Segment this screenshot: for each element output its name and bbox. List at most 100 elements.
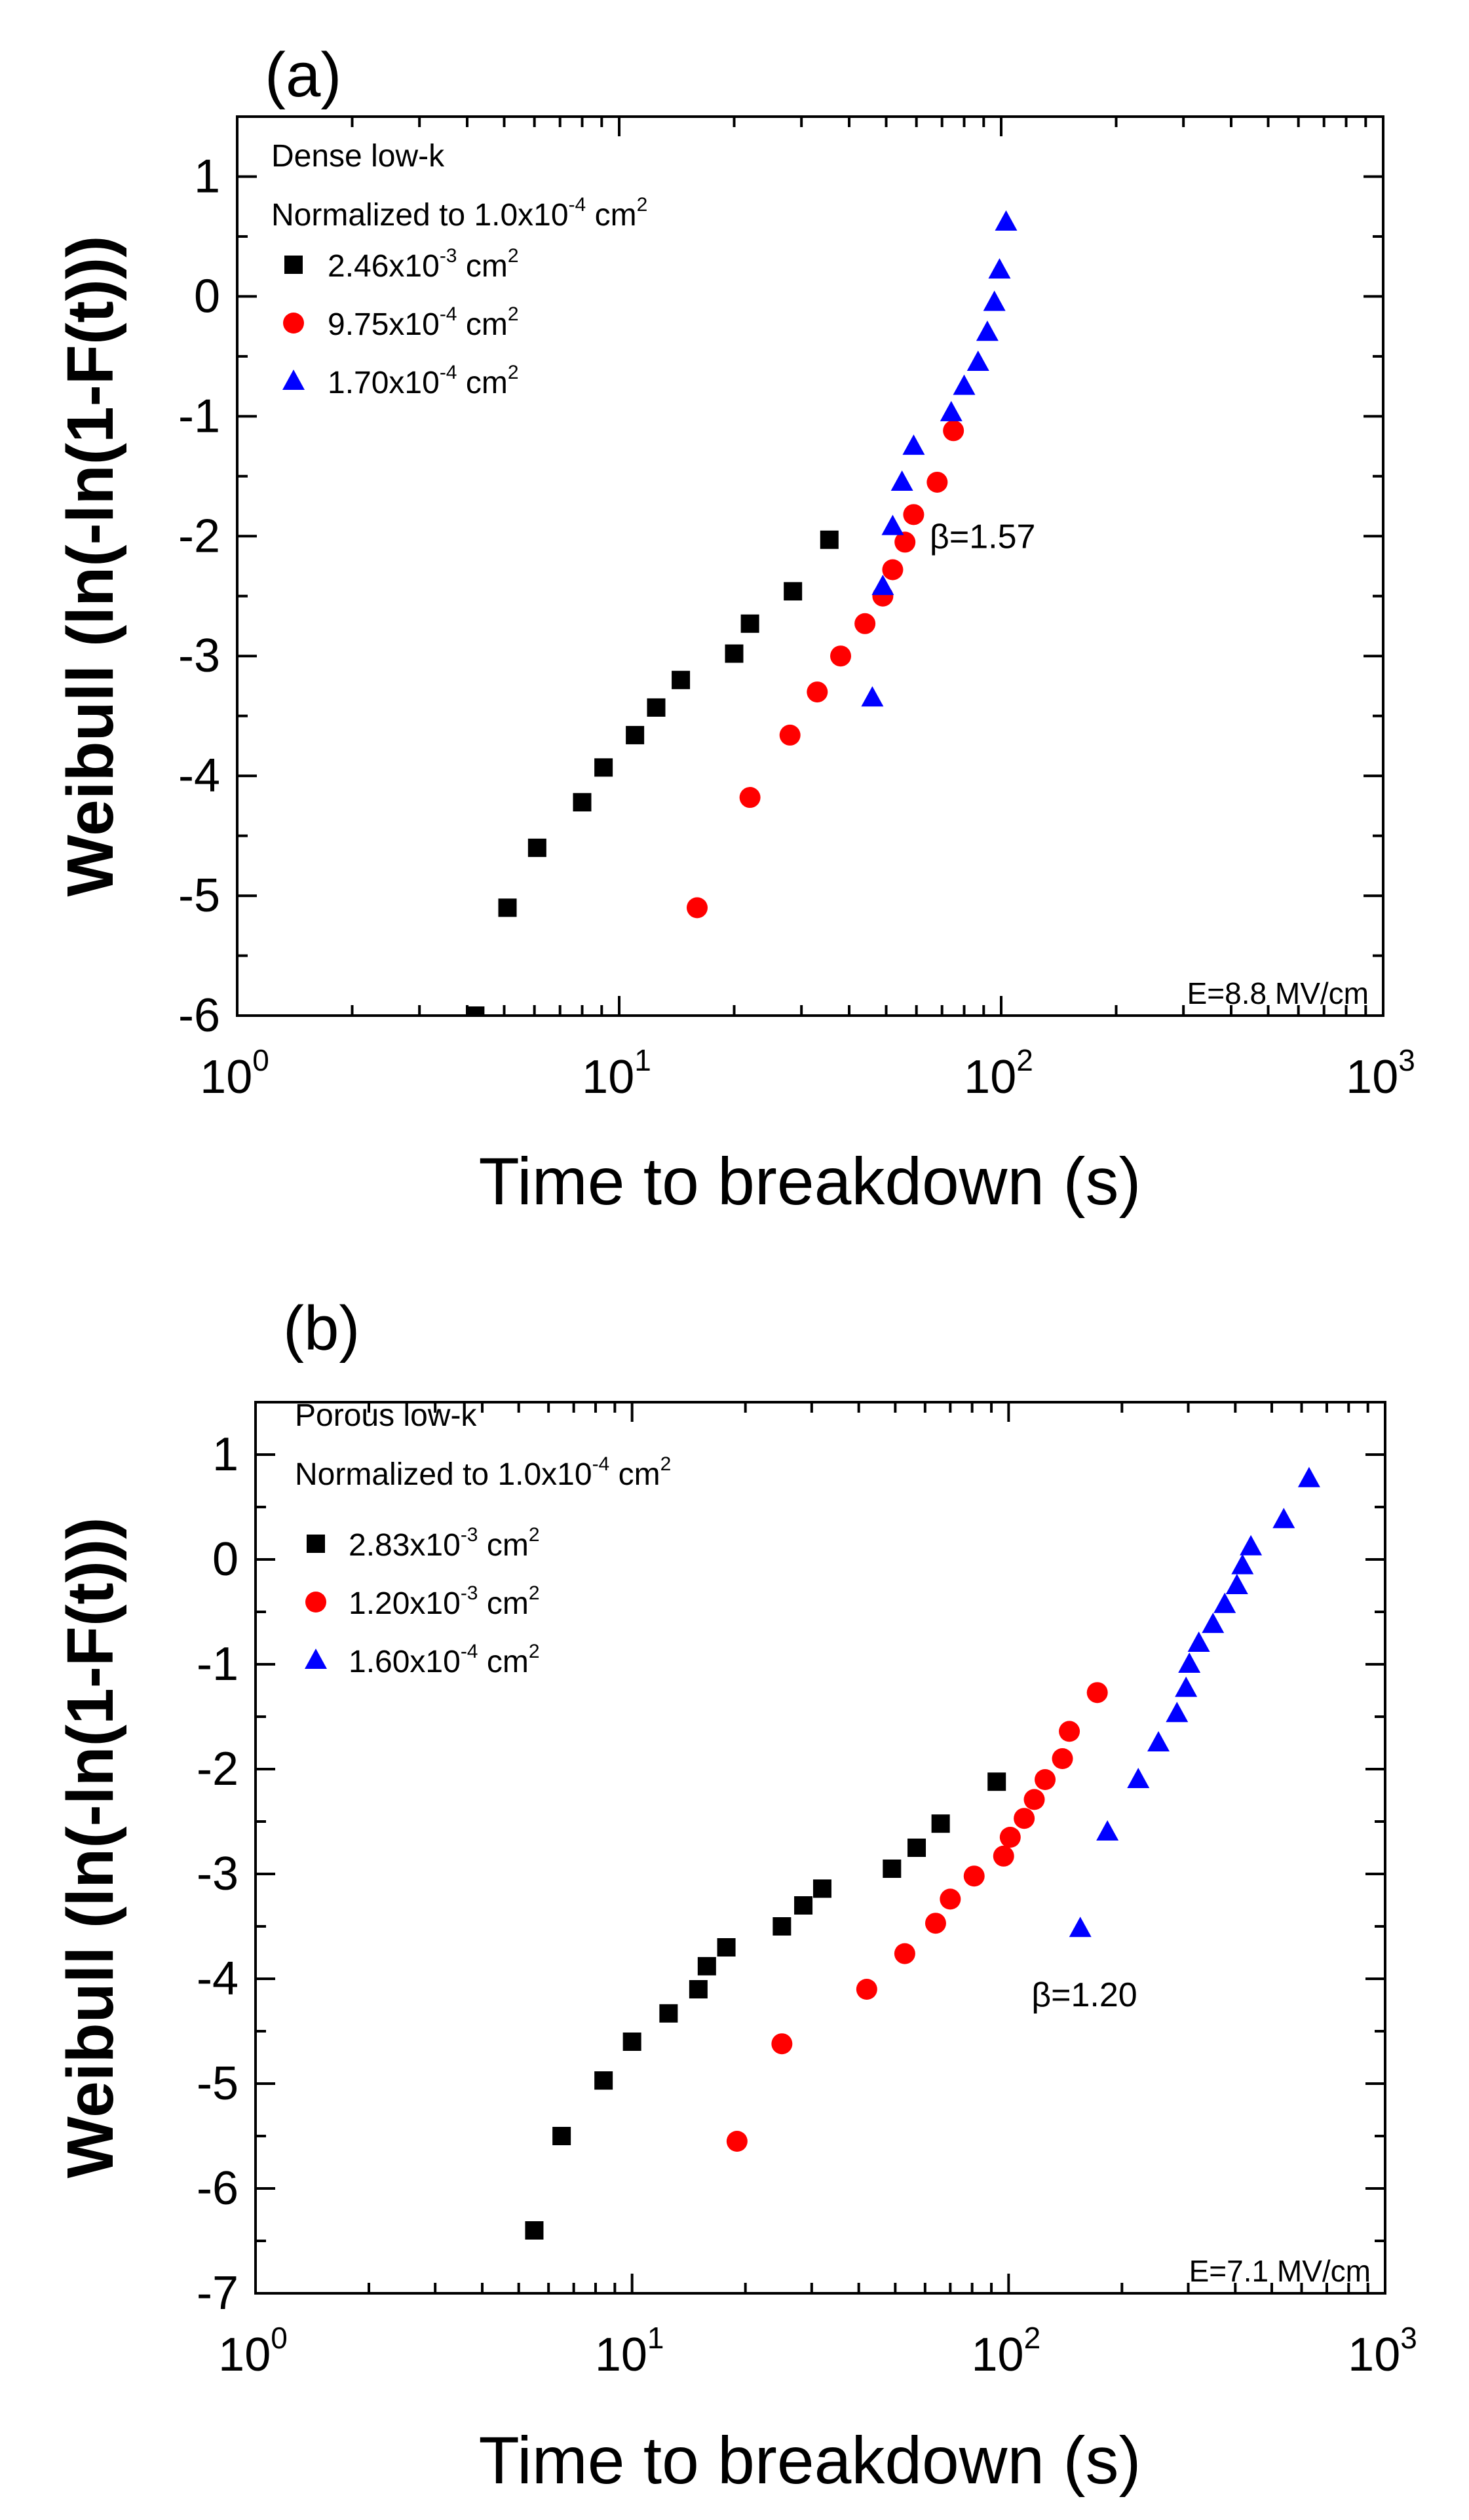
data-point-square	[794, 1896, 813, 1915]
x-axis: 100 101 102 103	[200, 117, 1415, 1103]
data-point-circle	[903, 504, 925, 525]
x-tick-base: 10	[595, 2329, 647, 2381]
plot-frame	[254, 1401, 1386, 2295]
legend-subtitle-text: Normalized to 1.0x10	[271, 198, 569, 233]
y-axis: 1 0 -1 -2 -3 -4 -5 -6 -7	[197, 1401, 1385, 2320]
legend-label-unit: cm	[478, 1528, 529, 1563]
legend-label-unit: cm	[457, 249, 508, 284]
data-point-triangle	[1166, 1702, 1189, 1723]
x-tick-base: 10	[200, 1051, 252, 1103]
legend-label-exponent: -3	[461, 1524, 478, 1546]
legend-marker-triangle	[282, 370, 305, 390]
data-point-triangle	[1147, 1731, 1170, 1751]
legend-label-unit-exponent: 2	[508, 362, 519, 383]
legend-label: 1.70x10-4 cm2	[328, 362, 519, 400]
series-1	[466, 530, 839, 1016]
legend-label-mantissa: 1.20x10	[349, 1586, 461, 1621]
series-2	[726, 1682, 1108, 2152]
plot-frame	[236, 115, 1384, 1017]
legend-label-unit: cm	[457, 307, 508, 342]
data-point-circle	[1052, 1748, 1073, 1769]
legend-label: 2.83x10-3 cm2	[349, 1524, 540, 1563]
data-point-circle	[926, 471, 948, 493]
panel-label: (a)	[265, 40, 341, 110]
legend-label-exponent: -4	[440, 303, 457, 325]
legend-label-unit: cm	[478, 1586, 529, 1621]
x-tick-exponent: 2	[1016, 1043, 1033, 1077]
data-point-square	[498, 898, 517, 917]
legend-label-unit-exponent: 2	[508, 245, 519, 267]
legend-marker-circle	[283, 313, 304, 334]
data-point-square	[717, 1938, 736, 1957]
legend-title: Dense low-k	[271, 139, 445, 174]
legend-label-unit-exponent: 2	[508, 303, 519, 325]
data-point-circle	[963, 1865, 985, 1887]
legend-subtitle-unit: cm	[609, 1457, 660, 1492]
legend-item: 1.60x10-4 cm2	[305, 1641, 540, 1679]
data-point-square	[883, 1860, 902, 1878]
data-point-circle	[882, 559, 904, 581]
legend-label-unit-exponent: 2	[529, 1641, 540, 1662]
data-point-circle	[894, 531, 916, 553]
legend-label: 1.20x10-3 cm2	[349, 1582, 540, 1621]
series-1	[525, 1772, 1006, 2240]
data-point-triangle	[1297, 1466, 1320, 1487]
data-point-circle	[1059, 1721, 1080, 1742]
data-point-triangle	[995, 210, 1018, 231]
y-tick-label: -6	[178, 989, 220, 1042]
data-point-circle	[1023, 1789, 1045, 1810]
data-point-circle	[943, 420, 964, 442]
data-point-square	[552, 2127, 571, 2145]
x-tick-exponent: 1	[647, 2321, 664, 2355]
data-point-triangle	[1175, 1676, 1198, 1697]
data-point-square	[573, 793, 592, 812]
y-tick-label: -3	[197, 1848, 238, 1900]
data-point-circle	[999, 1827, 1021, 1848]
legend-marker-square	[307, 1535, 325, 1553]
series-3	[861, 210, 1018, 707]
y-tick-label: -1	[178, 390, 220, 442]
data-point-triangle	[940, 400, 963, 421]
data-point-square	[725, 644, 744, 663]
field-strength-label: E=8.8 MV/cm	[1187, 976, 1369, 1010]
y-tick-label: -5	[178, 869, 220, 922]
legend-item: 2.46x10-3 cm2	[284, 245, 519, 284]
x-tick-base: 10	[218, 2329, 271, 2381]
legend-label-exponent: -3	[440, 245, 457, 267]
data-point-triangle	[976, 320, 999, 341]
data-point-square	[812, 1879, 831, 1898]
x-tick-label: 103	[1346, 1043, 1415, 1103]
data-point-triangle	[1096, 1820, 1119, 1841]
data-point-triangle	[881, 514, 904, 535]
data-point-triangle	[890, 470, 913, 491]
beta-annotation: β=1.57	[930, 518, 1035, 556]
data-point-square	[672, 670, 691, 689]
y-tick-label: -5	[197, 2057, 238, 2110]
field-strength-label: E=7.1 MV/cm	[1189, 2254, 1371, 2288]
x-tick-exponent: 3	[1400, 2321, 1417, 2355]
x-tick-label: 101	[582, 1043, 651, 1103]
data-point-square	[622, 2033, 641, 2051]
data-point-triangle	[1231, 1554, 1254, 1575]
x-tick-label: 102	[971, 2321, 1040, 2381]
legend-label-unit: cm	[478, 1645, 529, 1679]
y-tick-label: -2	[197, 1743, 238, 1795]
legend-label-mantissa: 2.46x10	[328, 249, 440, 284]
x-axis-title: Time to breakdown (s)	[479, 1144, 1141, 1219]
legend-label-unit: cm	[457, 366, 508, 400]
data-point-circle	[894, 1943, 915, 1964]
legend-label-unit-exponent: 2	[529, 1582, 540, 1604]
data-point-triangle	[966, 351, 989, 372]
x-tick-base: 10	[964, 1051, 1016, 1103]
legend-item: 2.83x10-3 cm2	[307, 1524, 540, 1563]
legend-subtitle-exponent: -4	[592, 1453, 610, 1475]
data-point-square	[697, 1957, 716, 1976]
x-tick-label: 103	[1348, 2321, 1417, 2381]
data-point-square	[784, 582, 803, 601]
legend-title: Porous low-k	[295, 1398, 477, 1433]
x-tick-base: 10	[1348, 2329, 1400, 2381]
y-tick-label: -6	[197, 2162, 238, 2215]
